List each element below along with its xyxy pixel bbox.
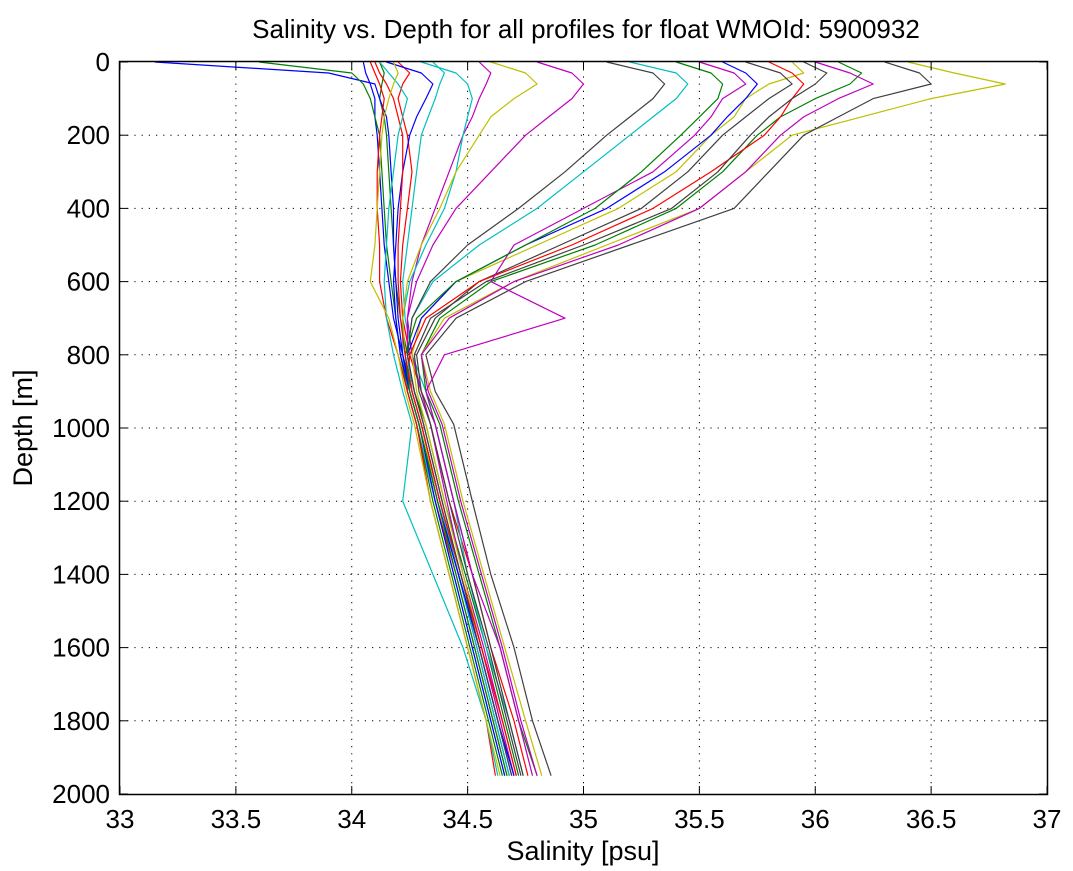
profile-line (425, 61, 747, 776)
x-tick-label: 35 (569, 804, 598, 834)
series-layer (154, 61, 1006, 776)
profile-line (425, 61, 932, 776)
y-tick-label: 1200 (52, 486, 110, 516)
x-axis-label: Salinity [psu] (506, 836, 659, 866)
y-tick-label: 400 (67, 193, 110, 223)
y-axis-tick-labels: 0 200 400 600 800 1000 1200 1400 1600 1800 2000 (52, 47, 110, 809)
y-tick-label: 1000 (52, 413, 110, 443)
x-tick-label: 33 (106, 804, 135, 834)
profile-line (420, 61, 1006, 776)
y-tick-label: 200 (67, 120, 110, 150)
plot-area-border (118, 60, 1049, 796)
profile-line (406, 61, 689, 776)
x-tick-label: 34 (337, 804, 366, 834)
profile-line (406, 61, 666, 776)
x-tick-label: 33.5 (211, 804, 262, 834)
x-tick-label: 36.5 (906, 804, 957, 834)
profile-line (404, 61, 724, 776)
chart-title: Salinity vs. Depth for all profiles for … (252, 14, 920, 44)
y-tick-label: 1400 (52, 559, 110, 589)
profile-line (420, 61, 874, 776)
x-tick-label: 35.5 (674, 804, 725, 834)
y-axis-label: Depth [m] (8, 369, 38, 486)
profile-line (259, 61, 503, 776)
x-tick-label: 36 (801, 804, 830, 834)
profile-line (406, 61, 805, 776)
y-tick-label: 1600 (52, 633, 110, 663)
y-tick-label: 800 (67, 340, 110, 370)
profile-line (411, 61, 805, 776)
profile-line (379, 61, 499, 776)
y-tick-label: 600 (67, 267, 110, 297)
x-axis-tick-labels: 33 33.5 34 34.5 35 35.5 36 36.5 37 (106, 804, 1062, 834)
axis-ticks (119, 61, 1048, 795)
profile-line (386, 61, 515, 776)
y-tick-label: 2000 (52, 779, 110, 809)
profile-line (154, 61, 506, 776)
profile-line (374, 61, 517, 776)
profile-line (406, 61, 758, 776)
y-tick-label: 1800 (52, 706, 110, 736)
profile-line (369, 61, 501, 776)
x-tick-label: 34.5 (442, 804, 493, 834)
y-tick-label: 0 (96, 47, 110, 77)
profile-line (413, 61, 828, 776)
x-tick-label: 37 (1033, 804, 1062, 834)
